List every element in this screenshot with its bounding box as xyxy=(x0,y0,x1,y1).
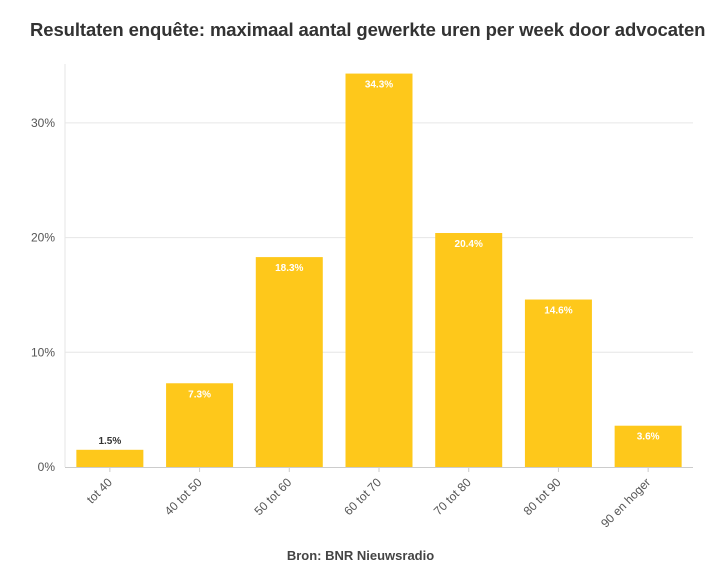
x-tick-label: 60 tot 70 xyxy=(341,475,384,518)
bar-chart: 0% 10% 20% 30% 1.5% 7.3% 18.3% 34.3% 20.4% 14.6%… xyxy=(31,64,693,530)
chart-title: Resultaten enquête: maximaal aantal gewe… xyxy=(30,19,706,40)
y-axis: 0% 10% 20% 30% xyxy=(31,116,55,474)
x-tick-label: 40 tot 50 xyxy=(162,475,205,518)
bar xyxy=(524,299,592,467)
bar xyxy=(614,425,682,467)
source-note: Bron: BNR Nieuwsradio xyxy=(286,548,435,563)
y-tick-label: 30% xyxy=(31,116,55,130)
bar xyxy=(166,383,234,467)
bar xyxy=(435,233,503,467)
bar xyxy=(255,257,323,467)
data-label: 7.3% xyxy=(188,389,211,400)
bar xyxy=(76,449,144,467)
y-tick-label: 10% xyxy=(31,345,55,359)
x-tick-label: 70 tot 80 xyxy=(431,475,474,518)
bars: 1.5% 7.3% 18.3% 34.3% 20.4% 14.6% 3.6% xyxy=(76,73,682,467)
data-label: 1.5% xyxy=(98,436,121,447)
y-tick-label: 20% xyxy=(31,231,55,245)
x-tick-label: 90 en hoger xyxy=(598,475,653,530)
x-axis: tot 40 40 tot 50 50 tot 60 60 tot 70 70 tot … xyxy=(84,467,653,530)
data-label: 34.3% xyxy=(365,80,393,91)
data-label: 18.3% xyxy=(275,263,303,274)
y-tick-label: 0% xyxy=(38,460,56,474)
data-label: 3.6% xyxy=(637,432,660,443)
x-tick-label: tot 40 xyxy=(84,475,115,506)
bar xyxy=(345,73,413,467)
data-label: 20.4% xyxy=(455,239,483,250)
data-label: 14.6% xyxy=(544,306,572,317)
x-tick-label: 50 tot 60 xyxy=(251,475,294,518)
x-tick-label: 80 tot 90 xyxy=(521,475,564,518)
